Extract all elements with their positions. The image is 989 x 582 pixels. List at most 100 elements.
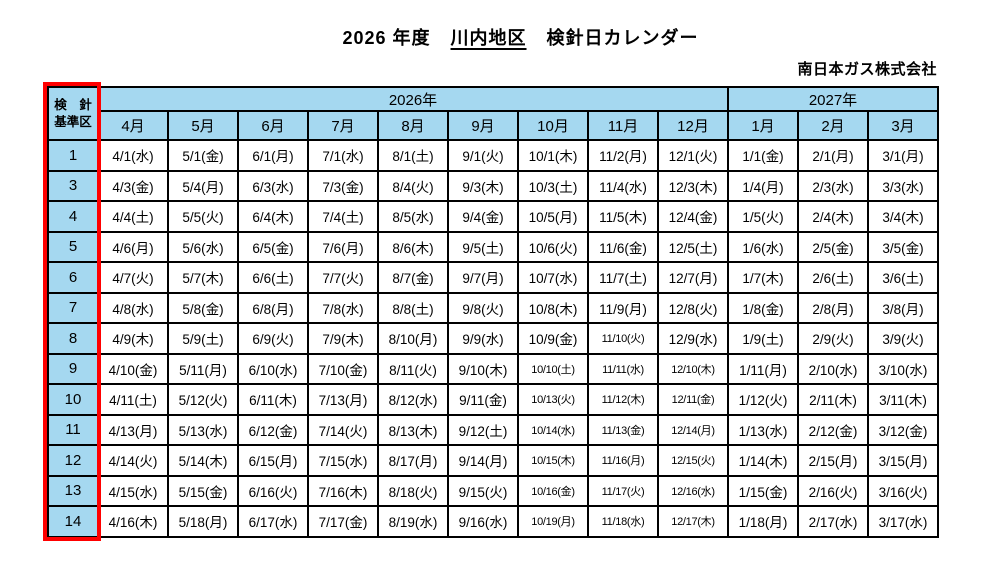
calendar-row: 9 4/10(金) 5/11(月) 6/10(水) 7/10(金) 8/11(火… bbox=[47, 352, 939, 385]
date-cell: 12/11(金) bbox=[657, 383, 729, 416]
date-cell: 9/7(月) bbox=[447, 261, 519, 294]
date-cell: 8/19(水) bbox=[377, 505, 449, 538]
date-cell: 3/1(月) bbox=[867, 139, 939, 172]
date-cell: 7/10(金) bbox=[307, 352, 379, 385]
date-cell: 11/12(木) bbox=[587, 383, 659, 416]
date-cell: 3/11(木) bbox=[867, 383, 939, 416]
month-header-jul: 7月 bbox=[307, 110, 379, 141]
date-cell: 11/5(木) bbox=[587, 200, 659, 233]
month-header-sep: 9月 bbox=[447, 110, 519, 141]
date-cell: 1/8(金) bbox=[727, 291, 799, 324]
date-cell: 3/5(金) bbox=[867, 230, 939, 263]
date-cell: 11/7(土) bbox=[587, 261, 659, 294]
date-cell: 5/4(月) bbox=[167, 169, 239, 202]
date-cell: 4/16(木) bbox=[97, 505, 169, 538]
date-cell: 7/7(火) bbox=[307, 261, 379, 294]
calendar-row: 14 4/16(木) 5/18(月) 6/17(水) 7/17(金) 8/19(… bbox=[47, 505, 939, 538]
date-cell: 10/9(金) bbox=[517, 322, 589, 355]
page-title-district: 川内地区 bbox=[450, 28, 527, 48]
date-cell: 10/14(水) bbox=[517, 413, 589, 446]
zone-number-cell: 1 bbox=[47, 139, 99, 172]
date-cell: 3/8(月) bbox=[867, 291, 939, 324]
zone-number-cell: 12 bbox=[47, 444, 99, 477]
date-cell: 3/4(木) bbox=[867, 200, 939, 233]
calendar-row: 1 4/1(水) 5/1(金) 6/1(月) 7/1(水) 8/1(土) 9/1… bbox=[47, 139, 939, 172]
date-cell: 8/8(土) bbox=[377, 291, 449, 324]
date-cell: 2/17(水) bbox=[797, 505, 869, 538]
date-cell: 10/15(木) bbox=[517, 444, 589, 477]
date-cell: 9/9(水) bbox=[447, 322, 519, 355]
calendar-row: 6 4/7(火) 5/7(木) 6/6(土) 7/7(火) 8/7(金) 9/7… bbox=[47, 261, 939, 294]
date-cell: 9/1(火) bbox=[447, 139, 519, 172]
month-header-dec: 12月 bbox=[657, 110, 729, 141]
date-cell: 7/17(金) bbox=[307, 505, 379, 538]
date-cell: 5/9(土) bbox=[167, 322, 239, 355]
date-cell: 8/17(月) bbox=[377, 444, 449, 477]
date-cell: 12/4(金) bbox=[657, 200, 729, 233]
date-cell: 3/15(月) bbox=[867, 444, 939, 477]
date-cell: 10/16(金) bbox=[517, 474, 589, 507]
date-cell: 3/16(火) bbox=[867, 474, 939, 507]
date-cell: 4/13(月) bbox=[97, 413, 169, 446]
date-cell: 9/4(金) bbox=[447, 200, 519, 233]
date-cell: 9/10(木) bbox=[447, 352, 519, 385]
company-name: 南日本ガス株式会社 bbox=[797, 61, 937, 78]
date-cell: 6/11(木) bbox=[237, 383, 309, 416]
date-cell: 5/13(水) bbox=[167, 413, 239, 446]
month-header-mar: 3月 bbox=[867, 110, 939, 141]
date-cell: 2/10(水) bbox=[797, 352, 869, 385]
date-cell: 10/7(水) bbox=[517, 261, 589, 294]
date-cell: 11/13(金) bbox=[587, 413, 659, 446]
year-header-row: 検 針 基準区 2026年 2027年 bbox=[47, 86, 939, 141]
date-cell: 5/14(木) bbox=[167, 444, 239, 477]
date-cell: 8/18(火) bbox=[377, 474, 449, 507]
date-cell: 11/11(水) bbox=[587, 352, 659, 385]
date-cell: 6/9(火) bbox=[237, 322, 309, 355]
calendar-table: 検 針 基準区 2026年 2027年 4月 5月 6月 7月 8月 9月 10… bbox=[47, 86, 939, 538]
date-cell: 6/4(木) bbox=[237, 200, 309, 233]
date-cell: 2/8(月) bbox=[797, 291, 869, 324]
date-cell: 4/6(月) bbox=[97, 230, 169, 263]
date-cell: 11/4(水) bbox=[587, 169, 659, 202]
month-header-row: 4月 5月 6月 7月 8月 9月 10月 11月 12月 1月 2月 3月 bbox=[48, 110, 939, 141]
page-title-year: 2026 年度 bbox=[342, 28, 431, 48]
date-cell: 6/6(土) bbox=[237, 261, 309, 294]
zone-number-cell: 9 bbox=[47, 352, 99, 385]
date-cell: 9/12(土) bbox=[447, 413, 519, 446]
date-cell: 4/7(火) bbox=[97, 261, 169, 294]
year-header-2027: 2027年 bbox=[727, 86, 939, 112]
date-cell: 3/9(火) bbox=[867, 322, 939, 355]
date-cell: 10/13(火) bbox=[517, 383, 589, 416]
date-cell: 8/4(火) bbox=[377, 169, 449, 202]
zone-number-cell: 11 bbox=[47, 413, 99, 446]
date-cell: 8/10(月) bbox=[377, 322, 449, 355]
date-cell: 7/13(月) bbox=[307, 383, 379, 416]
calendar-row: 8 4/9(木) 5/9(土) 6/9(火) 7/9(木) 8/10(月) 9/… bbox=[47, 322, 939, 355]
date-cell: 6/1(月) bbox=[237, 139, 309, 172]
date-cell: 8/7(金) bbox=[377, 261, 449, 294]
date-cell: 2/1(月) bbox=[797, 139, 869, 172]
date-cell: 3/3(水) bbox=[867, 169, 939, 202]
zone-number-cell: 14 bbox=[47, 505, 99, 538]
date-cell: 12/9(水) bbox=[657, 322, 729, 355]
zone-number-cell: 5 bbox=[47, 230, 99, 263]
date-cell: 10/10(土) bbox=[517, 352, 589, 385]
date-cell: 6/15(月) bbox=[237, 444, 309, 477]
date-cell: 6/12(金) bbox=[237, 413, 309, 446]
date-cell: 8/12(水) bbox=[377, 383, 449, 416]
date-cell: 5/12(火) bbox=[167, 383, 239, 416]
date-cell: 12/15(火) bbox=[657, 444, 729, 477]
date-cell: 9/15(火) bbox=[447, 474, 519, 507]
zone-number-cell: 10 bbox=[47, 383, 99, 416]
date-cell: 1/4(月) bbox=[727, 169, 799, 202]
date-cell: 8/1(土) bbox=[377, 139, 449, 172]
calendar-row: 3 4/3(金) 5/4(月) 6/3(水) 7/3(金) 8/4(火) 9/3… bbox=[47, 169, 939, 202]
calendar-row: 10 4/11(土) 5/12(火) 6/11(木) 7/13(月) 8/12(… bbox=[47, 383, 939, 416]
date-cell: 1/18(月) bbox=[727, 505, 799, 538]
date-cell: 10/3(土) bbox=[517, 169, 589, 202]
date-cell: 4/9(木) bbox=[97, 322, 169, 355]
zone-number-cell: 6 bbox=[47, 261, 99, 294]
date-cell: 10/19(月) bbox=[517, 505, 589, 538]
date-cell: 2/9(火) bbox=[797, 322, 869, 355]
date-cell: 2/15(月) bbox=[797, 444, 869, 477]
